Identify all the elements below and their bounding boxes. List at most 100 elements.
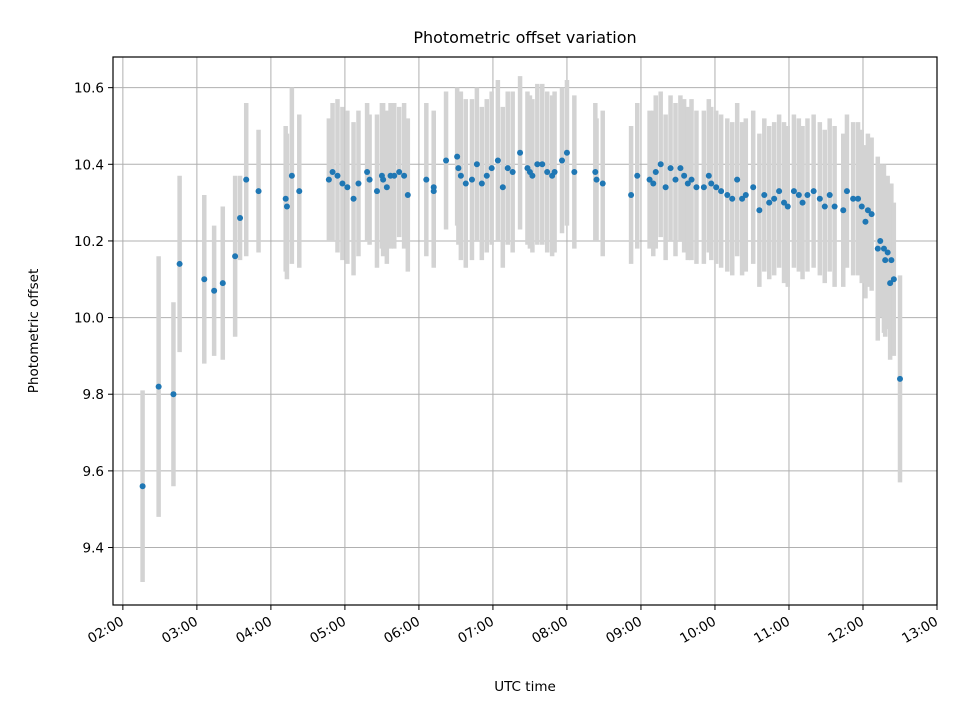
data-point bbox=[761, 191, 768, 198]
data-point bbox=[599, 180, 606, 187]
y-tick-label: 10.0 bbox=[74, 311, 104, 327]
data-point bbox=[713, 184, 720, 191]
data-point bbox=[443, 157, 450, 164]
data-point bbox=[831, 203, 838, 210]
data-point bbox=[219, 280, 226, 287]
data-point bbox=[874, 245, 881, 252]
data-point bbox=[551, 168, 558, 175]
data-point bbox=[646, 176, 653, 183]
data-point bbox=[454, 153, 461, 160]
data-point bbox=[700, 184, 707, 191]
data-point bbox=[391, 172, 398, 179]
data-point bbox=[364, 168, 371, 175]
data-point bbox=[850, 195, 857, 202]
y-tick-label: 10.4 bbox=[74, 157, 104, 173]
data-point bbox=[705, 172, 712, 179]
data-point bbox=[396, 168, 403, 175]
data-point bbox=[201, 276, 208, 283]
data-point bbox=[739, 195, 746, 202]
data-point bbox=[366, 176, 373, 183]
data-point bbox=[781, 199, 788, 206]
data-point bbox=[529, 172, 536, 179]
data-point bbox=[339, 180, 346, 187]
data-point bbox=[784, 203, 791, 210]
data-point bbox=[888, 257, 895, 264]
data-point bbox=[896, 375, 903, 382]
data-point bbox=[237, 214, 244, 221]
data-point bbox=[176, 260, 183, 267]
data-point bbox=[843, 188, 850, 195]
data-point bbox=[677, 165, 684, 172]
data-point bbox=[862, 218, 869, 225]
data-point bbox=[708, 180, 715, 187]
data-point bbox=[887, 280, 894, 287]
data-point bbox=[804, 191, 811, 198]
data-point bbox=[816, 195, 823, 202]
data-point bbox=[840, 207, 847, 214]
data-point bbox=[494, 157, 501, 164]
data-point bbox=[504, 165, 511, 172]
data-point bbox=[750, 184, 757, 191]
data-point bbox=[373, 188, 380, 195]
y-tick-label: 10.6 bbox=[74, 81, 104, 97]
data-point bbox=[423, 176, 430, 183]
data-point bbox=[693, 184, 700, 191]
x-axis-label: UTC time bbox=[494, 679, 556, 695]
data-point bbox=[742, 191, 749, 198]
data-point bbox=[404, 191, 411, 198]
data-point bbox=[344, 184, 351, 191]
data-point bbox=[468, 176, 475, 183]
data-point bbox=[657, 161, 664, 168]
data-point bbox=[571, 168, 578, 175]
data-point bbox=[211, 287, 218, 294]
data-point bbox=[488, 165, 495, 172]
data-point bbox=[766, 199, 773, 206]
data-point bbox=[483, 172, 490, 179]
data-point bbox=[858, 203, 865, 210]
data-point bbox=[592, 168, 599, 175]
data-point bbox=[826, 191, 833, 198]
data-point bbox=[884, 249, 891, 256]
data-point bbox=[462, 180, 469, 187]
data-point bbox=[430, 188, 437, 195]
y-tick-label: 9.8 bbox=[83, 387, 104, 403]
data-point bbox=[681, 172, 688, 179]
data-point bbox=[688, 176, 695, 183]
data-point bbox=[334, 172, 341, 179]
data-point bbox=[799, 199, 806, 206]
data-point bbox=[325, 176, 332, 183]
data-point bbox=[672, 176, 679, 183]
data-point bbox=[864, 207, 871, 214]
data-point bbox=[634, 172, 641, 179]
data-point bbox=[652, 168, 659, 175]
data-point bbox=[810, 188, 817, 195]
data-point bbox=[880, 245, 887, 252]
data-point bbox=[544, 168, 551, 175]
data-point bbox=[255, 188, 262, 195]
data-point bbox=[724, 191, 731, 198]
data-point bbox=[868, 211, 875, 218]
data-point bbox=[288, 172, 295, 179]
data-point bbox=[283, 203, 290, 210]
data-point bbox=[155, 383, 162, 390]
data-point bbox=[855, 195, 862, 202]
data-point bbox=[355, 180, 362, 187]
data-point bbox=[350, 195, 357, 202]
data-point bbox=[243, 176, 250, 183]
data-point bbox=[729, 195, 736, 202]
data-point bbox=[282, 195, 289, 202]
data-point bbox=[139, 483, 146, 490]
data-point bbox=[473, 161, 480, 168]
data-point bbox=[383, 184, 390, 191]
data-point bbox=[667, 165, 674, 172]
y-tick-label: 9.6 bbox=[83, 464, 104, 480]
y-tick-label: 10.2 bbox=[74, 234, 104, 250]
data-point bbox=[628, 191, 635, 198]
data-point bbox=[776, 188, 783, 195]
data-point bbox=[650, 180, 657, 187]
data-point bbox=[563, 149, 570, 156]
data-point bbox=[877, 237, 884, 244]
data-point bbox=[478, 180, 485, 187]
plot-frame bbox=[112, 56, 938, 606]
